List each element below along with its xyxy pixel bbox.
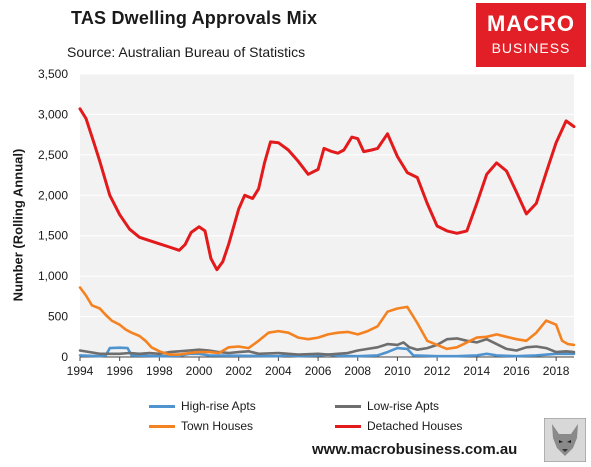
legend: High-rise Apts Low-rise Apts Town Houses…	[0, 399, 591, 439]
y-tick-label: 1,000	[38, 269, 68, 283]
logo-line-1: MACRO	[486, 11, 576, 36]
y-tick-label: 0	[61, 350, 68, 364]
y-tick-label: 3,000	[38, 107, 68, 121]
x-tick-label: 2014	[463, 364, 490, 378]
series-line-low-rise-apts	[78, 337, 576, 356]
x-tick-label: 2004	[265, 364, 292, 378]
legend-item-high-rise: High-rise Apts	[149, 399, 256, 413]
legend-swatch-detached-houses	[335, 424, 361, 428]
y-tick-label: 3,500	[38, 67, 68, 81]
x-tick-label: 2010	[384, 364, 411, 378]
legend-label-high-rise: High-rise Apts	[181, 399, 256, 413]
y-tick-label: 500	[48, 310, 68, 324]
series-line-town-houses	[78, 286, 576, 356]
x-tick-label: 2012	[424, 364, 451, 378]
wolf-icon	[544, 418, 586, 462]
x-tick-label: 2016	[503, 364, 530, 378]
legend-label-detached-houses: Detached Houses	[367, 419, 463, 433]
x-tick-label: 1996	[106, 364, 133, 378]
legend-item-low-rise: Low-rise Apts	[335, 399, 439, 413]
x-tick-label: 2006	[305, 364, 332, 378]
x-tick-label: 2008	[344, 364, 371, 378]
footer-url[interactable]: www.macrobusiness.com.au	[312, 441, 518, 458]
chart-title: TAS Dwelling Approvals Mix	[71, 8, 318, 28]
legend-swatch-high-rise	[149, 404, 175, 408]
x-tick-label: 1994	[67, 364, 94, 378]
legend-label-town-houses: Town Houses	[181, 419, 254, 433]
macrobusiness-logo: MACRO BUSINESS	[476, 3, 586, 67]
legend-item-town-houses: Town Houses	[149, 419, 253, 433]
legend-swatch-low-rise	[335, 404, 361, 408]
y-tick-label: 2,500	[38, 148, 68, 162]
logo-line-2: BUSINESS	[491, 40, 571, 56]
plot-area	[80, 74, 574, 357]
legend-swatch-town-houses	[149, 424, 175, 428]
x-tick-label: 2000	[186, 364, 213, 378]
y-tick-label: 1,500	[38, 229, 68, 243]
x-tick-label: 2002	[225, 364, 252, 378]
x-tick-label: 1998	[146, 364, 173, 378]
legend-label-low-rise: Low-rise Apts	[367, 399, 440, 413]
y-tick-label: 2,000	[38, 188, 68, 202]
legend-item-detached-houses: Detached Houses	[335, 419, 462, 433]
line-chart: 0 500 1,000 1,500 2,000 2,500 3,000 3,500 1994 19…	[38, 67, 576, 378]
series-line-detached-houses	[78, 107, 576, 272]
x-tick-label: 2018	[543, 364, 570, 378]
chart-subtitle: Source: Australian Bureau of Statistics	[67, 44, 306, 60]
